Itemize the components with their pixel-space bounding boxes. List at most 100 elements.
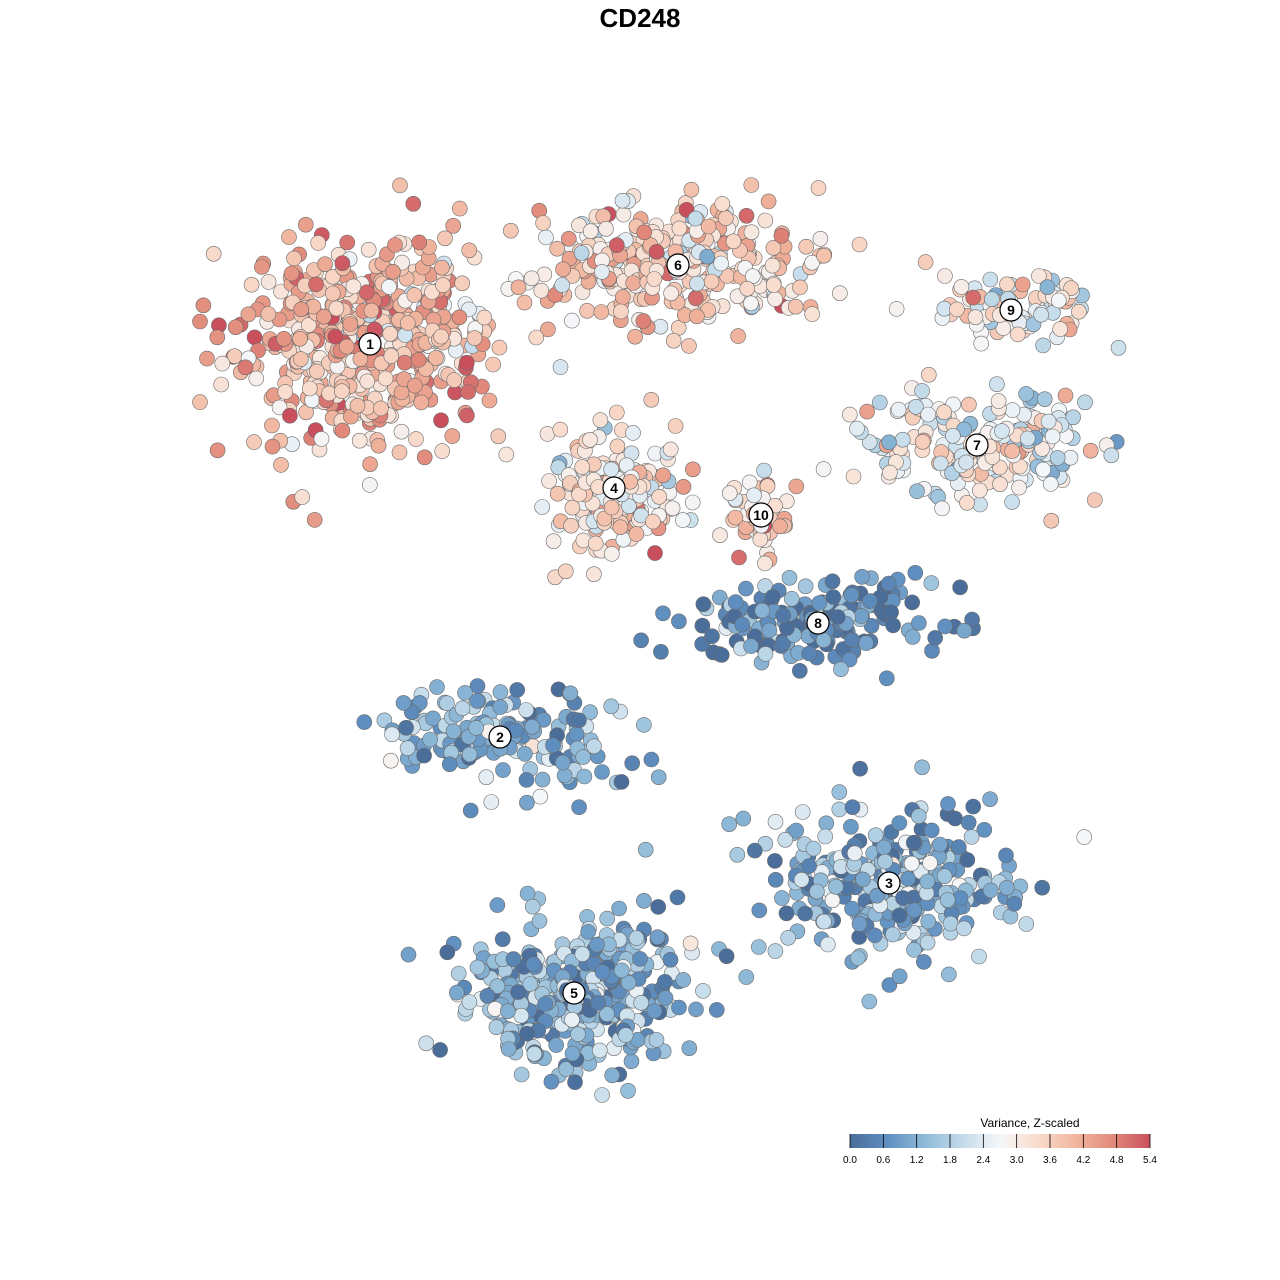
scatter-point	[649, 929, 666, 946]
scatter-point	[300, 317, 317, 333]
scatter-point	[920, 366, 937, 383]
scatter-point	[324, 285, 341, 302]
scatter-point	[384, 726, 400, 743]
scatter-point	[883, 604, 899, 621]
scatter-point	[273, 457, 289, 473]
scatter-point	[793, 871, 810, 888]
scatter-point	[523, 270, 540, 287]
scatter-point	[648, 244, 665, 260]
scatter-point	[458, 354, 475, 371]
scatter-point	[327, 328, 344, 345]
scatter-point	[481, 392, 498, 409]
scatter-point	[746, 487, 762, 504]
scatter-point	[832, 285, 848, 302]
scatter-point	[815, 461, 832, 477]
scatter-point	[743, 295, 759, 312]
scatter-point	[562, 685, 579, 702]
legend-tick-label: 4.8	[1110, 1155, 1124, 1166]
scatter-point	[398, 719, 414, 736]
scatter-point	[645, 513, 661, 530]
scatter-point	[858, 635, 874, 651]
scatter-point	[831, 784, 848, 800]
scatter-point	[349, 397, 366, 414]
scatter-point	[704, 628, 720, 645]
scatter-point	[373, 400, 389, 417]
cluster-label-circle	[806, 611, 830, 635]
scatter-point	[756, 462, 772, 479]
scatter-point	[703, 273, 720, 290]
scatter-point	[571, 799, 587, 816]
scatter-point	[869, 887, 885, 904]
scatter-point	[730, 328, 746, 344]
scatter-point	[360, 241, 377, 258]
scatter-point	[945, 427, 961, 444]
cluster-label-text: 1	[366, 336, 374, 352]
scatter-point	[524, 718, 541, 735]
scatter-point	[246, 329, 263, 346]
scatter-point	[517, 746, 533, 762]
scatter-point	[615, 206, 632, 223]
scatter-point	[775, 607, 792, 624]
cluster-label-text: 8	[814, 615, 822, 631]
scatter-point	[675, 972, 692, 988]
scatter-point	[603, 499, 620, 516]
scatter-point	[382, 325, 399, 342]
scatter-point	[922, 855, 938, 871]
scatter-point	[614, 289, 631, 305]
scatter-point	[549, 485, 566, 502]
scatter-point	[413, 394, 430, 411]
scatter-point	[460, 384, 476, 400]
scatter-point	[356, 714, 373, 730]
scatter-point	[632, 951, 648, 967]
scatter-point	[971, 948, 987, 965]
scatter-point	[878, 670, 895, 687]
scatter-point	[655, 605, 671, 622]
scatter-point	[621, 498, 637, 515]
scatter-point	[895, 890, 911, 906]
scatter-point	[844, 631, 860, 648]
scatter-point	[545, 737, 561, 754]
scatter-point	[965, 798, 982, 815]
scatter-point	[582, 223, 599, 239]
scatter-point	[1082, 442, 1099, 459]
scatter-point	[998, 847, 1014, 864]
scatter-point	[972, 496, 988, 513]
scatter-point	[359, 373, 376, 390]
scatter-point	[400, 946, 417, 963]
scatter-point	[1043, 512, 1060, 529]
legend-tick-label: 4.2	[1076, 1155, 1090, 1166]
scatter-point	[451, 200, 468, 217]
scatter-point	[1031, 268, 1047, 284]
scatter-point	[708, 1002, 725, 1018]
scatter-point	[906, 942, 922, 958]
scatter-point	[743, 638, 759, 654]
scatter-point	[646, 1003, 663, 1019]
scatter-point	[818, 815, 835, 832]
scatter-point	[192, 313, 208, 330]
scatter-point	[805, 840, 822, 857]
scatter-point	[485, 356, 501, 373]
scatter-point	[603, 546, 620, 562]
cluster-label-7: 7	[965, 433, 989, 457]
scatter-point	[545, 533, 562, 550]
scatter-point	[791, 662, 808, 679]
scatter-point	[593, 304, 610, 320]
scatter-point	[982, 271, 999, 288]
scatter-point	[237, 359, 254, 376]
scatter-point	[535, 711, 552, 728]
scatter-point	[339, 234, 356, 251]
scatter-point	[594, 964, 611, 980]
scatter-point	[936, 404, 952, 421]
scatter-point	[973, 335, 990, 352]
scatter-point	[1006, 895, 1023, 912]
cluster-label-text: 6	[674, 257, 682, 273]
scatter-point	[911, 615, 927, 631]
scatter-point	[767, 291, 783, 307]
cluster-label-text: 9	[1007, 302, 1015, 318]
scatter-point	[801, 858, 817, 874]
scatter-point	[444, 428, 461, 444]
scatter-point	[844, 799, 861, 816]
scatter-point	[767, 853, 783, 869]
scatter-point	[681, 338, 697, 354]
scatter-point	[246, 434, 262, 450]
